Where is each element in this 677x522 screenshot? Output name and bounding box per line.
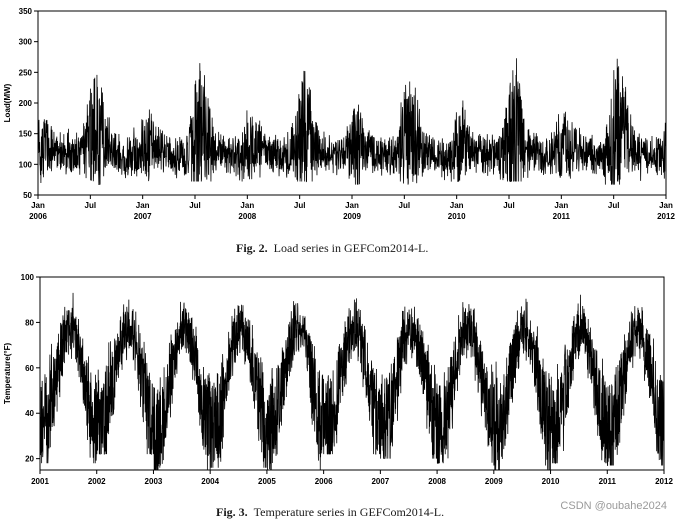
fig2-caption-label: Fig. 2. — [236, 241, 268, 255]
temperature-y-axis-title: Temperature(°F) — [3, 343, 12, 405]
temperature-x-tick-label: 2004 — [201, 477, 219, 486]
load-x-tick-year: 2008 — [238, 212, 256, 221]
temperature-y-tick-label: 60 — [25, 364, 34, 373]
load-x-tick-month: Jul — [189, 201, 201, 210]
load-x-tick-year: 2006 — [29, 212, 47, 221]
load-y-tick-label: 300 — [19, 38, 33, 47]
temperature-x-tick-label: 2006 — [315, 477, 333, 486]
fig3-caption: Fig. 3. Temperature series in GEFCom2014-… — [216, 505, 444, 520]
watermark: CSDN @oubahe2024 — [560, 500, 667, 512]
temperature-x-tick-label: 2005 — [258, 477, 276, 486]
load-series-line — [37, 58, 667, 185]
temperature-x-axis: 2001 2002 2003 2004 2005 2006 2007 2008 2009 2010… — [31, 470, 673, 486]
load-x-tick-month: Jan — [659, 201, 673, 210]
temperature-plot-frame — [39, 276, 665, 471]
load-x-tick-month: Jan — [240, 201, 254, 210]
temperature-x-tick-label: 2009 — [485, 477, 503, 486]
load-y-tick-label: 50 — [23, 191, 32, 200]
load-x-tick-month: Jul — [399, 201, 411, 210]
temperature-y-tick-label: 80 — [25, 318, 34, 327]
temperature-x-tick-label: 2003 — [145, 477, 163, 486]
temperature-x-tick-label: 2007 — [371, 477, 389, 486]
fig3-caption-label: Fig. 3. — [216, 505, 248, 519]
load-x-tick-year: 2011 — [553, 212, 571, 221]
load-y-tick-label: 150 — [19, 130, 33, 139]
load-x-tick-month: Jan — [31, 201, 45, 210]
fig2-caption-text: Load series in GEFCom2014-L. — [273, 241, 429, 255]
load-x-axis: Jan 2006 Jul Jan 2007 Jul Jan 2008 Jul Jan 2009 Jul… — [29, 195, 675, 221]
load-x-tick-month: Jul — [294, 201, 306, 210]
temperature-series-line — [39, 292, 665, 471]
load-chart: 50 100 150 200 250 300 350 Jan 2006 Jul Jan 2007 Ju… — [3, 7, 675, 221]
load-y-tick-label: 350 — [19, 7, 33, 16]
temperature-x-tick-label: 2008 — [428, 477, 446, 486]
load-x-tick-month: Jan — [554, 201, 568, 210]
load-y-tick-label: 100 — [19, 160, 33, 169]
temperature-chart: 20 40 60 80 100 2001 2002 2003 2004 2005 2006 2007… — [3, 273, 673, 486]
load-y-axis-title: Load(MW) — [3, 83, 12, 122]
load-x-tick-month: Jul — [85, 201, 97, 210]
temperature-series — [39, 292, 665, 471]
load-x-tick-year: 2007 — [134, 212, 152, 221]
load-series — [37, 58, 667, 185]
load-x-tick-year: 2009 — [343, 212, 361, 221]
temperature-x-tick-label: 2010 — [542, 477, 560, 486]
fig3-caption-text: Temperature series in GEFCom2014-L. — [253, 505, 445, 519]
load-x-tick-month: Jan — [345, 201, 359, 210]
fig2-caption: Fig. 2. Load series in GEFCom2014-L. — [236, 241, 428, 256]
load-x-tick-month: Jul — [608, 201, 620, 210]
load-x-tick-month: Jan — [450, 201, 464, 210]
temperature-x-tick-label: 2002 — [88, 477, 106, 486]
load-x-tick-year: 2012 — [657, 212, 675, 221]
temperature-y-tick-label: 40 — [25, 409, 34, 418]
load-x-tick-month: Jul — [503, 201, 515, 210]
temperature-y-tick-label: 100 — [21, 273, 35, 282]
load-y-tick-label: 200 — [19, 99, 33, 108]
load-x-tick-month: Jan — [136, 201, 150, 210]
temperature-y-tick-label: 20 — [25, 455, 34, 464]
load-y-axis: 50 100 150 200 250 300 350 — [19, 7, 38, 200]
temperature-x-tick-label: 2001 — [31, 477, 49, 486]
temperature-x-tick-label: 2012 — [655, 477, 673, 486]
load-y-tick-label: 250 — [19, 68, 33, 77]
temperature-x-tick-label: 2011 — [599, 477, 617, 486]
load-x-tick-year: 2010 — [448, 212, 466, 221]
temperature-y-axis: 20 40 60 80 100 — [21, 273, 40, 464]
